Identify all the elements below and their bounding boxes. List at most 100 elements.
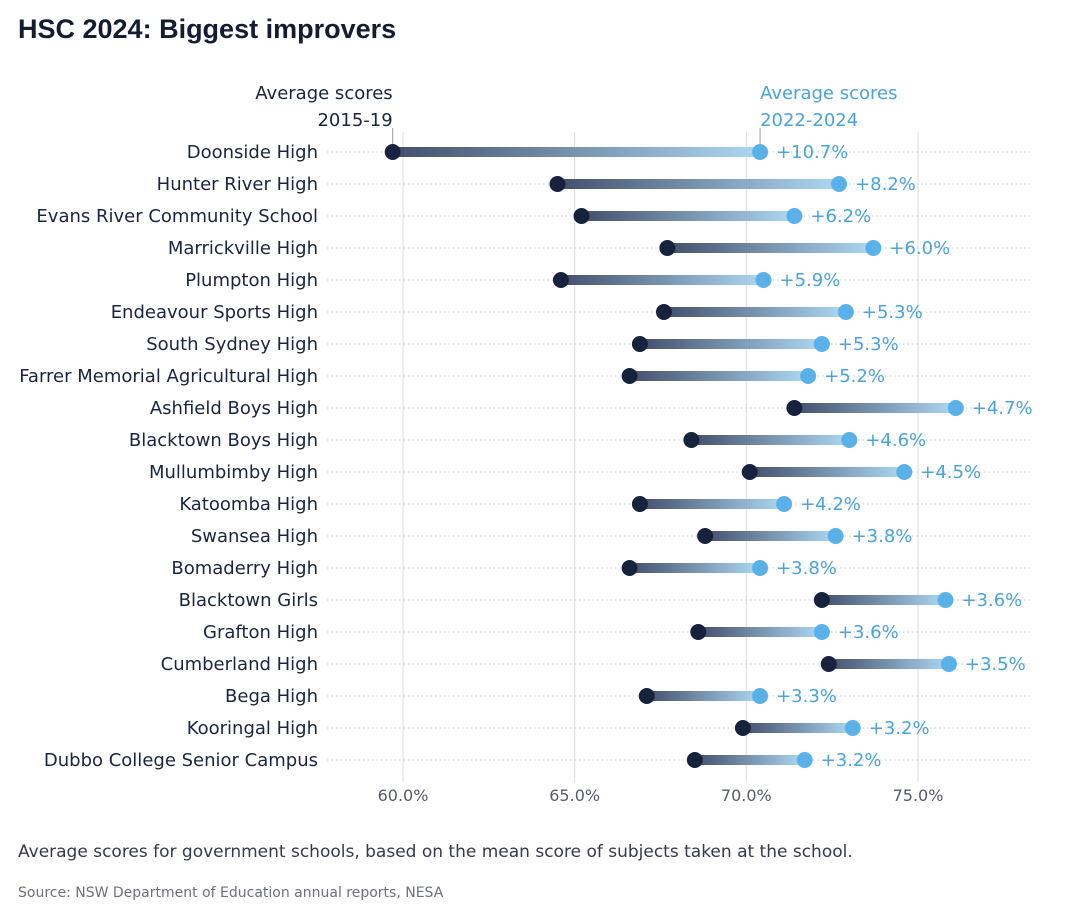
change-bar — [646, 691, 761, 701]
end-point — [844, 720, 861, 736]
x-tick-label: 60.0% — [378, 786, 429, 805]
end-point — [827, 528, 844, 544]
end-point — [947, 400, 964, 416]
change-bar — [663, 307, 846, 317]
start-point — [621, 560, 638, 576]
start-point — [573, 208, 590, 224]
school-label: Kooringal High — [187, 718, 318, 739]
change-bar — [560, 275, 764, 285]
chart-caption: Average scores for government schools, b… — [18, 842, 853, 862]
school-label: Plumpton High — [185, 270, 318, 291]
chart-source: Source: NSW Department of Education annu… — [18, 885, 444, 901]
school-label: Marrickville High — [168, 238, 318, 259]
end-point — [841, 432, 858, 448]
change-label: +4.5% — [920, 462, 981, 483]
start-point — [655, 304, 672, 320]
change-label: +10.7% — [776, 142, 848, 163]
end-point — [937, 592, 954, 608]
change-label: +3.8% — [852, 526, 913, 547]
change-bar — [392, 147, 761, 157]
school-label: Swansea High — [191, 526, 318, 547]
end-point — [896, 464, 913, 480]
change-bar — [794, 403, 956, 413]
school-label: Endeavour Sports High — [111, 302, 318, 323]
start-point — [686, 752, 703, 768]
change-label: +3.5% — [965, 654, 1026, 675]
school-label: Cumberland High — [161, 654, 318, 675]
change-label: +4.2% — [800, 494, 861, 515]
series-label-2015-19: Average scores — [255, 83, 392, 104]
change-bar — [828, 659, 949, 669]
start-point — [659, 240, 676, 256]
change-label: +5.2% — [824, 366, 885, 387]
chart-title: HSC 2024: Biggest improvers — [18, 14, 397, 44]
end-point — [800, 368, 817, 384]
x-tick-label: 65.0% — [549, 786, 600, 805]
start-point — [734, 720, 751, 736]
end-point — [752, 560, 769, 576]
end-point — [865, 240, 882, 256]
school-label: Evans River Community School — [36, 206, 318, 227]
start-point — [697, 528, 714, 544]
change-label: +3.8% — [776, 558, 837, 579]
start-point — [813, 592, 830, 608]
change-bar — [705, 531, 836, 541]
x-tick-label: 70.0% — [721, 786, 772, 805]
start-point — [549, 176, 566, 192]
change-bar — [557, 179, 840, 189]
change-label: +3.6% — [961, 590, 1022, 611]
start-point — [683, 432, 700, 448]
school-label: Blacktown Boys High — [129, 430, 318, 451]
change-label: +6.2% — [810, 206, 871, 227]
end-point — [813, 336, 830, 352]
end-point — [776, 496, 793, 512]
end-point — [940, 656, 957, 672]
end-point — [752, 688, 769, 704]
school-label: Hunter River High — [157, 174, 318, 195]
series-label-2022-2024: Average scores — [760, 83, 897, 104]
change-label: +3.6% — [838, 622, 899, 643]
change-label: +6.0% — [889, 238, 950, 259]
end-point — [752, 144, 769, 160]
school-label: Doonside High — [187, 142, 318, 163]
dumbbell-chart: 60.0% 65.0% 70.0% 75.0% Average scores 2015-1… — [19, 83, 1033, 805]
change-label: +5.3% — [862, 302, 923, 323]
school-label: Bega High — [225, 686, 318, 707]
end-point — [837, 304, 854, 320]
start-point — [786, 400, 803, 416]
change-label: +5.3% — [838, 334, 899, 355]
end-point — [831, 176, 848, 192]
change-label: +4.6% — [865, 430, 926, 451]
change-bar — [742, 723, 853, 733]
end-point — [786, 208, 803, 224]
start-point — [631, 336, 648, 352]
change-label: +4.7% — [972, 398, 1033, 419]
start-point — [384, 144, 401, 160]
school-label: Katoomba High — [179, 494, 318, 515]
start-point — [820, 656, 837, 672]
change-bar — [629, 371, 809, 381]
change-bar — [629, 563, 761, 573]
change-bar — [581, 211, 795, 221]
change-bar — [639, 339, 822, 349]
school-label: Grafton High — [203, 622, 318, 643]
school-label: Ashfield Boys High — [150, 398, 318, 419]
change-label: +5.9% — [780, 270, 841, 291]
change-bar — [749, 467, 905, 477]
change-bar — [667, 243, 874, 253]
change-bar — [639, 499, 785, 509]
change-label: +3.2% — [821, 750, 882, 771]
school-label: Blacktown Girls — [179, 590, 318, 611]
change-bar — [691, 435, 850, 445]
school-label: Mullumbimby High — [149, 462, 318, 483]
end-point — [796, 752, 813, 768]
change-label: +3.3% — [776, 686, 837, 707]
start-point — [690, 624, 707, 640]
school-label: South Sydney High — [146, 334, 318, 355]
start-point — [638, 688, 655, 704]
x-tick-label: 75.0% — [893, 786, 944, 805]
school-label: Dubbo College Senior Campus — [44, 750, 318, 771]
school-label: Farrer Memorial Agricultural High — [19, 366, 318, 387]
end-point — [755, 272, 772, 288]
start-point — [552, 272, 569, 288]
